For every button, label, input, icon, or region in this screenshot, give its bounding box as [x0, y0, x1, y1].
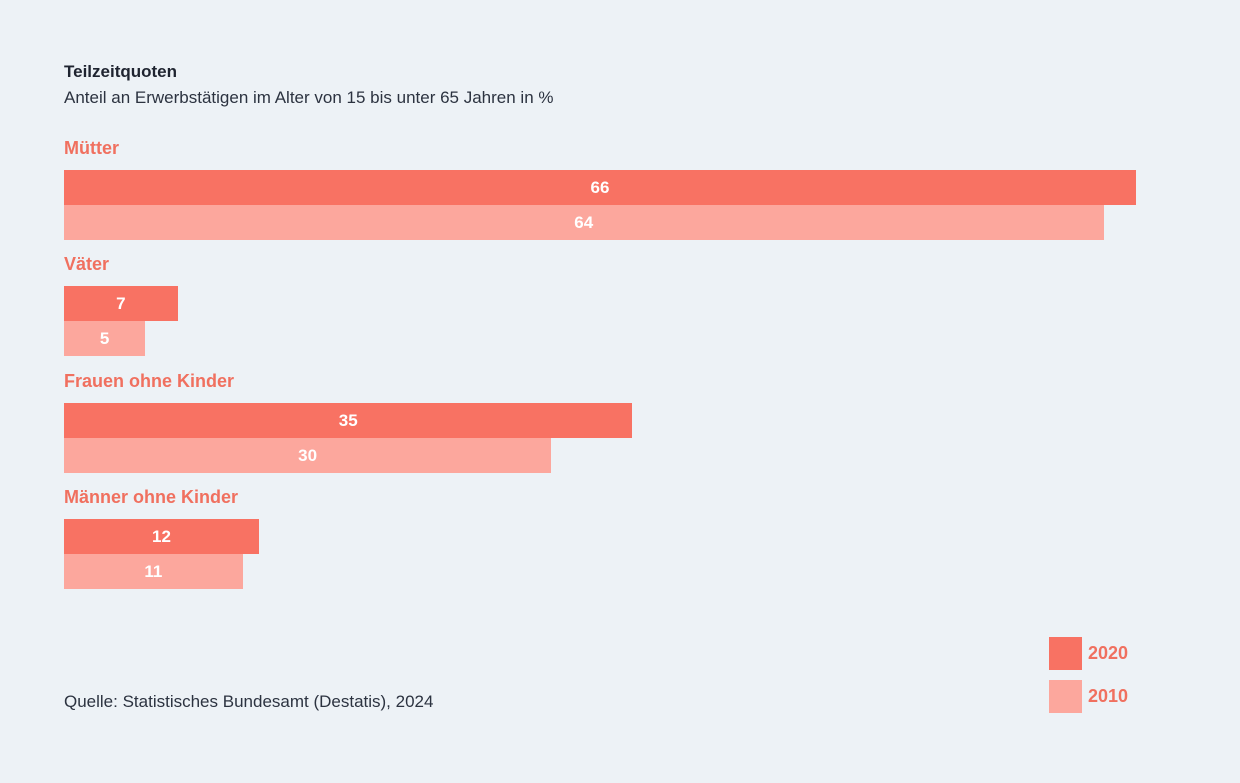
legend-label: 2020 — [1088, 643, 1129, 663]
bar-2020 — [64, 402, 633, 438]
data-label: 5 — [99, 329, 110, 349]
category-label: Männer ohne Kinder — [64, 486, 239, 507]
bar-2020 — [64, 286, 178, 322]
chart-title: Teilzeitquoten — [64, 62, 178, 81]
data-label: 11 — [144, 561, 163, 581]
category-label: Mütter — [64, 138, 119, 158]
data-label: 30 — [298, 445, 318, 465]
data-label: 12 — [151, 526, 171, 546]
bar-2010 — [64, 205, 1104, 240]
bar-2020 — [64, 518, 259, 554]
bar-2020 — [64, 170, 1136, 205]
category-label: Frauen ohne Kinder — [64, 370, 235, 391]
data-label: 64 — [574, 213, 594, 232]
data-label: 35 — [338, 410, 358, 430]
bar-2010 — [64, 437, 552, 473]
source-note: Quelle: Statistisches Bundesamt (Destati… — [64, 692, 434, 711]
data-label: 66 — [590, 178, 610, 197]
legend-swatch — [1049, 680, 1082, 713]
chart-subtitle: Anteil an Erwerbstätigen im Alter von 15… — [64, 88, 554, 107]
bar-2010 — [64, 321, 146, 357]
category-label: Väter — [64, 254, 110, 275]
bar-2010 — [64, 553, 243, 589]
data-label: 7 — [116, 294, 126, 314]
legend-swatch — [1049, 637, 1082, 670]
legend-item: 2020 — [1049, 637, 1189, 670]
legend-item: 2010 — [1049, 680, 1189, 713]
legend-label: 2010 — [1088, 686, 1129, 706]
